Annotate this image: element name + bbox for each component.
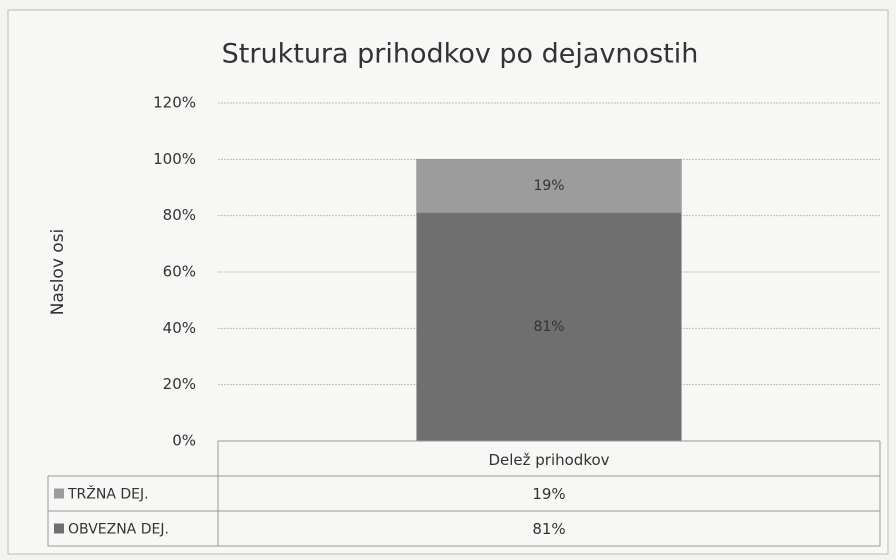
chart-title: Struktura prihodkov po dejavnostih bbox=[222, 39, 699, 70]
y-tick-label: 120% bbox=[153, 94, 196, 112]
bar-segment bbox=[416, 212, 682, 442]
legend-swatch bbox=[54, 523, 64, 534]
legend-label: OBVEZNA DEJ. bbox=[68, 522, 169, 538]
y-axis-label: Naslov osi bbox=[48, 229, 68, 316]
table-value: 81% bbox=[532, 520, 565, 538]
y-tick-label: 60% bbox=[163, 263, 196, 281]
x-tick-label: Delež prihodkov bbox=[488, 451, 609, 469]
table-value: 19% bbox=[532, 485, 565, 503]
y-tick-label: 0% bbox=[172, 432, 196, 450]
legend-swatch bbox=[54, 488, 64, 499]
legend-label: TRŽNA DEJ. bbox=[67, 485, 149, 503]
y-tick-label: 40% bbox=[163, 319, 196, 337]
bar-segment bbox=[416, 159, 682, 214]
data-label: 19% bbox=[533, 178, 564, 194]
y-tick-label: 80% bbox=[163, 206, 196, 224]
y-tick-label: 20% bbox=[163, 375, 196, 393]
data-label: 81% bbox=[533, 319, 564, 335]
y-tick-label: 100% bbox=[153, 150, 196, 168]
